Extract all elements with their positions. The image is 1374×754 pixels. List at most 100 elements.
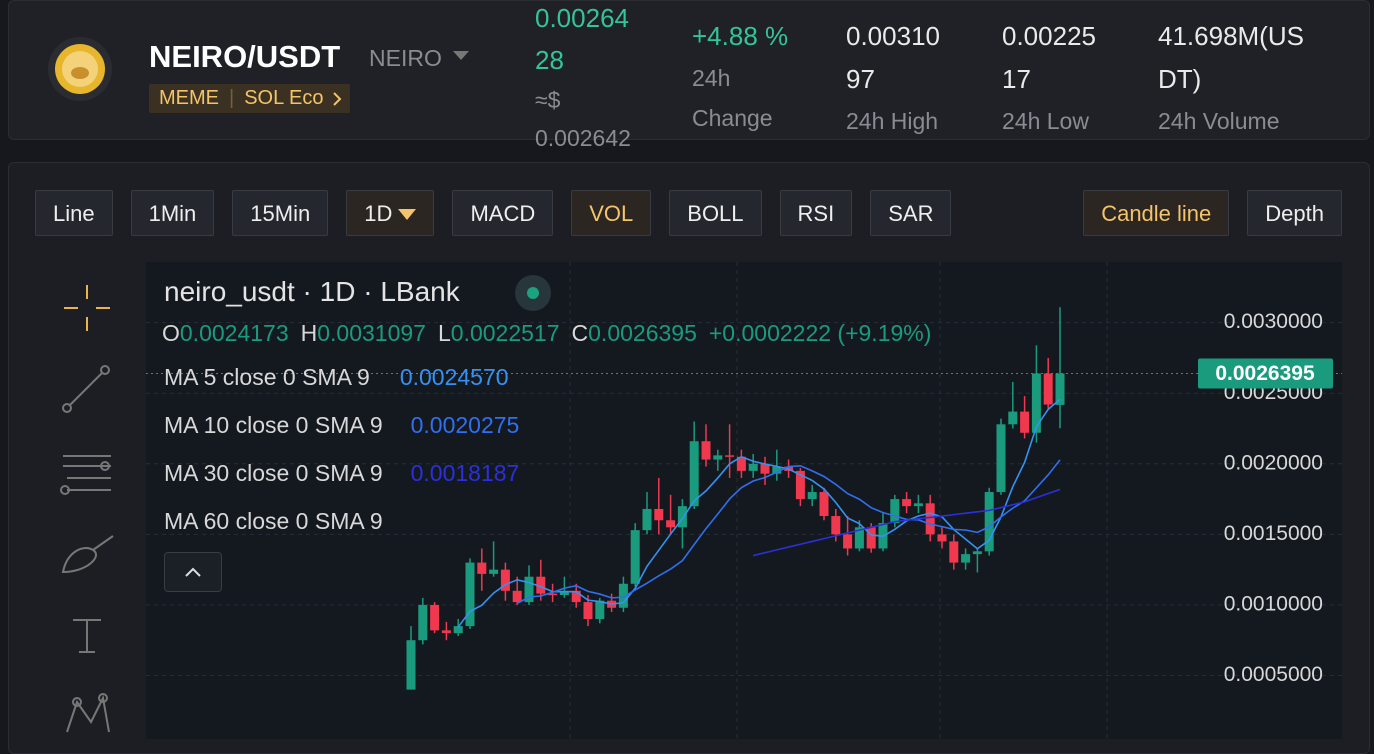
tags[interactable]: MEME | SOL Eco (149, 84, 350, 113)
y-tick-label: 0.0005000 (1224, 663, 1323, 686)
candle-body (666, 520, 676, 528)
candle-body (725, 455, 735, 457)
candle-body (996, 424, 1006, 493)
tag: MEME (159, 87, 219, 109)
tool-button[interactable]: RSI (779, 190, 853, 236)
candle-body (925, 503, 935, 535)
ma-legend-row: MA 60 close 0 SMA 9 (164, 508, 383, 535)
candle-body (595, 600, 605, 620)
chart (146, 262, 1342, 739)
ohlc-value: 0.0031097 (317, 320, 426, 346)
candle-body (465, 562, 475, 627)
tool-button[interactable]: BOLL (669, 190, 762, 236)
stat-value: +4.88 % (692, 21, 789, 51)
price-usd: 0.002642 (535, 125, 631, 151)
candle-body (689, 441, 699, 507)
stat: 0.0031097 24h High (846, 15, 952, 141)
candle-body (890, 499, 900, 524)
ma-line (753, 488, 1061, 557)
stat-value: 0.0022517 (1002, 21, 1096, 94)
price-block: 0.0026428 ≈$ 0.002642 (535, 0, 640, 157)
candle-body (902, 499, 912, 507)
ma-legend-row: MA 5 close 0 SMA 9 0.0024570 (164, 364, 509, 391)
candle-body (807, 492, 817, 500)
ohlc-legend: O0.0024173 H0.0031097 L0.0022517 C0.0026395… (162, 320, 931, 347)
ma-value: 0.0018187 (410, 460, 520, 486)
tool-button[interactable]: Line (35, 190, 113, 236)
brush-tool[interactable] (61, 535, 114, 574)
candle-body (819, 492, 829, 517)
candle-body (654, 508, 664, 521)
candle-body (937, 534, 947, 542)
ma-line (516, 459, 1061, 605)
candle-body (854, 527, 864, 549)
candle-body (489, 569, 499, 574)
candle-body (441, 630, 451, 634)
price: 0.0026428 (535, 3, 629, 75)
candle-body (418, 604, 428, 641)
tag: SOL Eco (244, 87, 324, 109)
fib-tool[interactable] (60, 455, 111, 495)
y-tick-label: 0.0030000 (1224, 310, 1323, 333)
ohlc-value: 0.0024173 (179, 320, 289, 346)
stat-label: 24h Volume (1158, 108, 1280, 134)
candle-body (500, 569, 510, 591)
candle-body (772, 466, 782, 474)
ma-name: MA 10 close 0 SMA 9 (164, 412, 383, 438)
ma-legend-row: MA 30 close 0 SMA 9 0.0018187 (164, 460, 519, 487)
ma-name: MA 60 close 0 SMA 9 (164, 508, 383, 534)
candle-body (1043, 373, 1053, 405)
candle-body (548, 593, 558, 596)
candle-body (843, 534, 853, 549)
candle-body (512, 590, 522, 603)
logo (48, 37, 112, 101)
candle-body (701, 441, 711, 460)
candle-body (866, 527, 876, 549)
line-tool[interactable] (62, 365, 110, 413)
stat: +4.88 % 24h Change (692, 15, 800, 138)
ma-legend-row: MA 10 close 0 SMA 9 0.0020275 (164, 412, 519, 439)
tool-button[interactable]: 1Min (130, 190, 215, 236)
base: NEIRO (369, 45, 442, 71)
tool-button[interactable]: Candle line (1083, 190, 1230, 236)
ohlc-key: C (571, 320, 589, 346)
status-dot (515, 275, 551, 311)
candle-body (760, 463, 770, 474)
collapse-button[interactable] (164, 552, 222, 592)
stat-label: 24h High (846, 108, 939, 134)
candle-body (453, 626, 463, 634)
pair: NEIRO/USDT (149, 39, 341, 74)
candle-body (961, 554, 971, 563)
candle-body (913, 503, 923, 507)
candle-body (748, 463, 758, 471)
tool-button[interactable]: 15Min (232, 190, 329, 236)
crosshair-tool[interactable] (64, 285, 110, 331)
tool-button[interactable]: Depth (1247, 190, 1342, 236)
tool-button[interactable]: 1D (346, 190, 435, 236)
tool-button[interactable]: MACD (452, 190, 554, 236)
dropdown[interactable] (453, 51, 469, 61)
candle-body (571, 590, 581, 603)
tool-button[interactable]: VOL (571, 190, 652, 236)
candle-body (972, 551, 982, 555)
stat-value: 0.0031097 (846, 21, 940, 94)
ma-value: 0.0024570 (399, 364, 509, 390)
ohlc-value: 0.0022517 (450, 320, 560, 346)
candle-body (559, 590, 569, 596)
header-panel: NEIRO/USDT NEIRO MEME | SOL Eco 0.0026428… (8, 0, 1370, 151)
ma-value: 0.0020275 (410, 412, 520, 438)
chevron-up (185, 567, 201, 577)
candle-body (1008, 411, 1018, 425)
stat-label: 24h Change (692, 65, 773, 131)
y-axis-area: 0.0005000 0.0010000 0.0015000 0.0020000 0.00… (1196, 310, 1333, 686)
stat-label: 24h Low (1002, 108, 1089, 134)
y-tick-label: 0.0020000 (1224, 451, 1323, 474)
ohlc-key: O (162, 320, 180, 346)
text-tool[interactable] (73, 619, 101, 653)
triangle (398, 209, 417, 220)
candle-body (406, 640, 416, 690)
pattern-tool[interactable] (66, 693, 110, 733)
tool-button[interactable]: SAR (870, 190, 952, 236)
candle-body (642, 508, 652, 531)
ma-line (457, 398, 1061, 628)
